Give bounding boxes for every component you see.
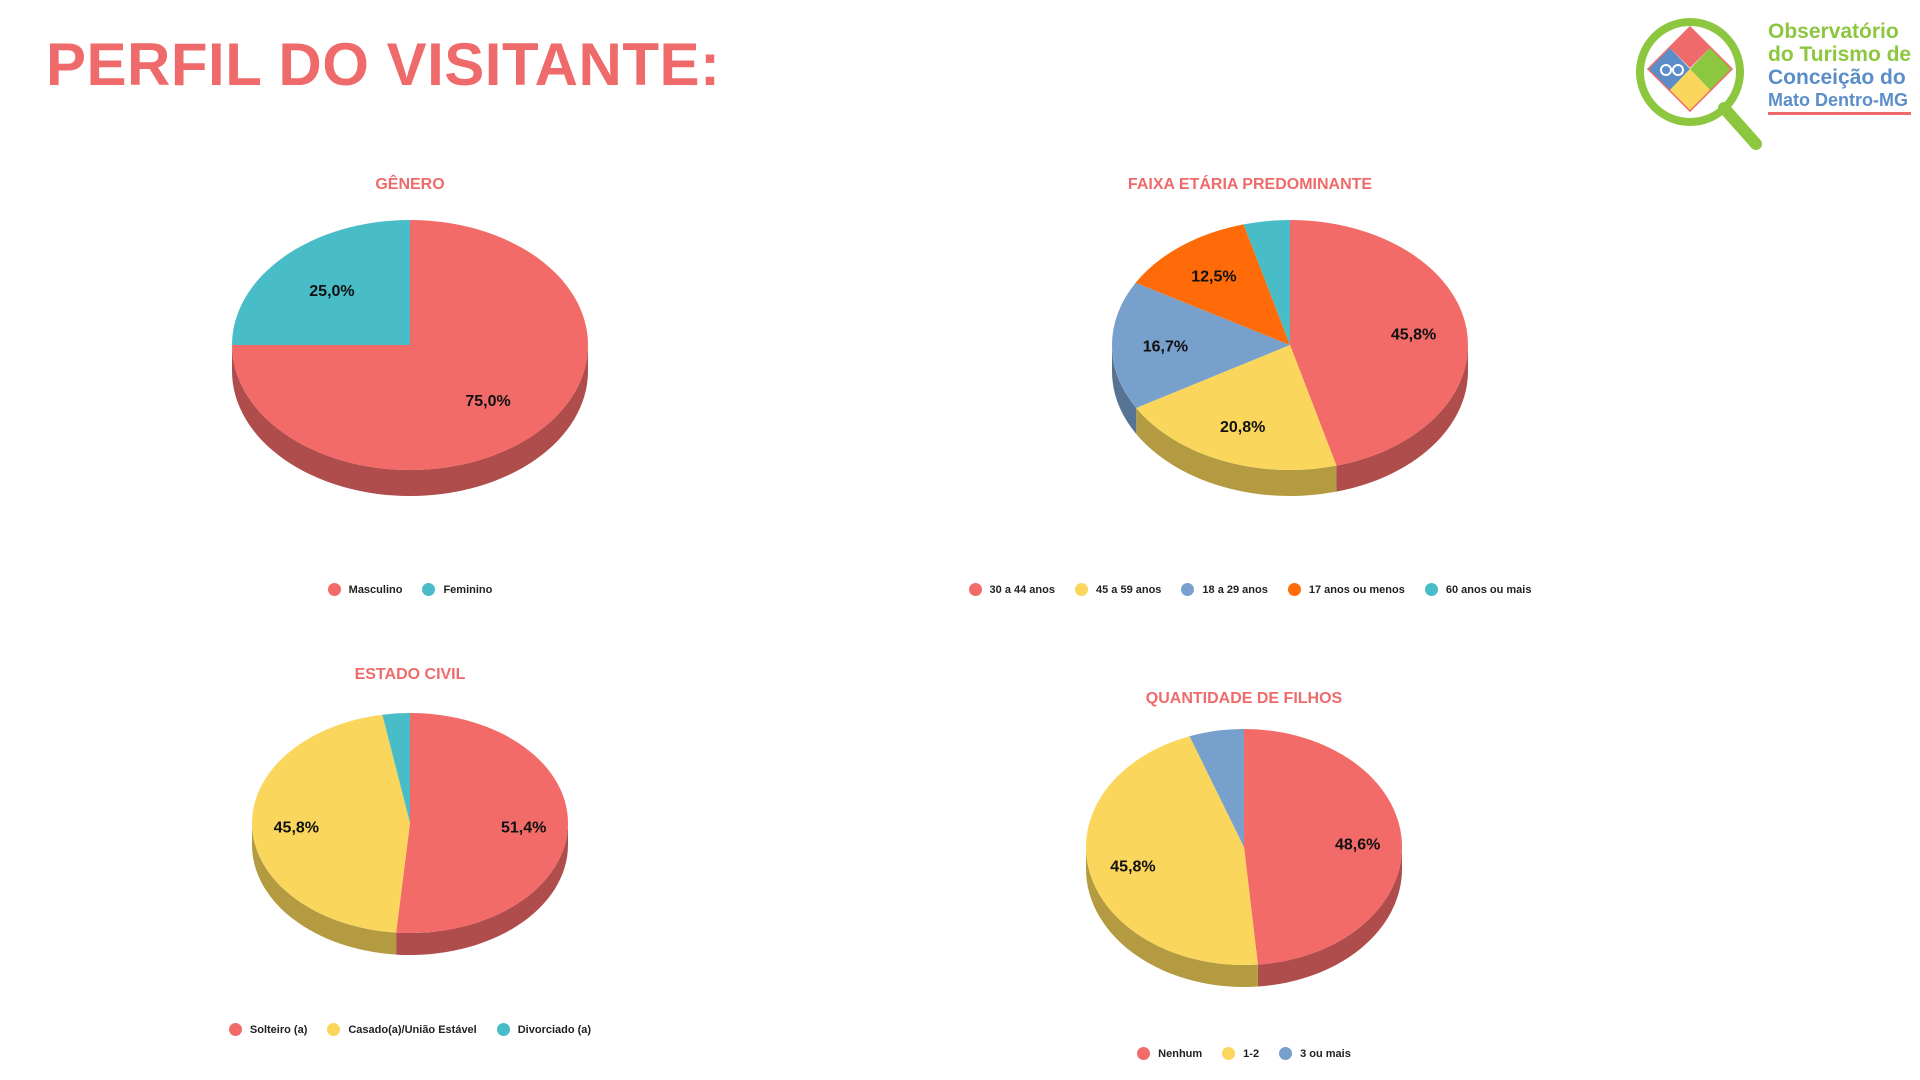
pie-slice-Nenhum [1244, 729, 1402, 965]
pie-slice-Casado(a)/União Estável [252, 714, 410, 933]
legend-item: 45 a 59 anos [1074, 583, 1162, 596]
legend-item: Solteiro (a) [228, 1023, 308, 1036]
legend-item: 30 a 44 anos [968, 583, 1055, 596]
chart-title: ESTADO CIVIL [354, 666, 466, 683]
legend-swatch [327, 1023, 341, 1036]
logo-line-1: Observatório [1768, 20, 1899, 43]
legend-item: 17 anos ou menos [1287, 583, 1405, 596]
pie-chart: 51,4% 45,8% [252, 713, 569, 955]
data-label: 45,8% [1110, 859, 1155, 876]
logo-line-3: Conceição do [1768, 66, 1906, 89]
legend-swatch [1137, 1047, 1151, 1060]
pie-slice-1-2 [1086, 736, 1258, 965]
pie-chart: 75,0% 25,0% [232, 220, 588, 496]
legend-swatch [1074, 583, 1088, 596]
legend-label: Solteiro (a) [249, 1023, 308, 1036]
pie-depth-30 a 44 anos [1336, 345, 1468, 492]
data-label: 48,6% [1335, 836, 1380, 853]
legend-swatch [1181, 583, 1195, 596]
chart-legend: 30 a 44 anos 45 a 59 anos 18 a 29 anos 17 a… [950, 583, 1550, 596]
legend-swatch [968, 583, 982, 596]
legend-item: 18 a 29 anos [1181, 583, 1268, 596]
legend-swatch [496, 1023, 510, 1036]
legend-label: 18 a 29 anos [1202, 583, 1268, 596]
legend-item: 1-2 [1222, 1047, 1259, 1060]
legend-swatch [1424, 583, 1438, 596]
legend-item: Divorciado (a) [496, 1023, 592, 1036]
legend-item: 3 ou mais [1279, 1047, 1351, 1060]
legend-label: Nenhum [1158, 1047, 1203, 1060]
legend-swatch [1222, 1047, 1236, 1060]
chart-title: GÊNERO [375, 176, 445, 193]
legend-label: 17 anos ou menos [1308, 583, 1405, 596]
chart-title: FAIXA ETÁRIA PREDOMINANTE [1127, 176, 1373, 193]
logo-line-4: Mato Dentro-MG [1768, 89, 1912, 115]
pie-slice-30 a 44 anos [1290, 220, 1468, 466]
legend-item: Feminino [422, 583, 492, 596]
chart-genero: GÊNERO 75,0% 25,0% Masculino Feminino [120, 170, 700, 610]
pie-slice-17 anos ou menos [1135, 224, 1290, 345]
chart-filhos: QUANTIDADE DE FILHOS 48,6% 45,8% Nenhum 1-… [954, 684, 1534, 1080]
legend-label: 30 a 44 anos [989, 583, 1055, 596]
chart-legend: Solteiro (a) Casado(a)/União Estável Divor… [120, 1023, 700, 1036]
legend-label: 3 ou mais [1300, 1047, 1351, 1060]
pie-slice-Divorciado (a) [382, 713, 410, 823]
data-label: 12,5% [1191, 269, 1236, 286]
legend-label: Divorciado (a) [517, 1023, 592, 1036]
legend-item: Masculino [327, 583, 403, 596]
legend-item: Nenhum [1137, 1047, 1202, 1060]
legend-swatch [422, 583, 436, 596]
data-label: 45,8% [274, 819, 319, 836]
pie-slice-3 ou mais [1189, 729, 1244, 847]
chart-title: QUANTIDADE DE FILHOS [1145, 690, 1343, 707]
pie-slice-18 a 29 anos [1112, 282, 1290, 408]
data-label: 51,4% [501, 819, 546, 836]
pie-depth-Solteiro (a) [396, 823, 568, 955]
pie-slice-60 anos ou mais [1243, 220, 1290, 345]
legend-swatch [327, 583, 341, 596]
pie-depth-Nenhum [1257, 847, 1402, 987]
observatorio-logo: Observatório do Turismo de Conceição do … [1628, 14, 1918, 154]
chart-faixa-etaria: FAIXA ETÁRIA PREDOMINANTE 45,8% 20,8% 16,7… [960, 170, 1620, 610]
pie-depth [1086, 847, 1402, 987]
legend-label: 1-2 [1243, 1047, 1260, 1060]
pie-depth [232, 345, 588, 496]
legend-swatch [1279, 1047, 1293, 1060]
legend-label: 60 anos ou mais [1445, 583, 1532, 596]
pie-depth-Casado(a)/União Estável [252, 823, 397, 955]
page-title: PERFIL DO VISITANTE: [46, 31, 721, 98]
legend-label: 45 a 59 anos [1095, 583, 1162, 596]
legend-swatch [228, 1023, 242, 1036]
data-label: 25,0% [309, 283, 354, 300]
logo-line-2: do Turismo de [1768, 43, 1912, 66]
pie-depth-Masculino [232, 345, 588, 496]
pie-depth [252, 823, 568, 955]
legend-label: Casado(a)/União Estável [348, 1023, 477, 1036]
pie-slice-Solteiro (a) [396, 713, 569, 933]
data-label: 20,8% [1220, 419, 1265, 436]
legend-swatch [1287, 583, 1301, 596]
pie-depth-45 a 59 anos [1136, 407, 1337, 496]
pie-depth-18 a 29 anos [1112, 345, 1137, 434]
pie-depth [1112, 345, 1468, 496]
data-label: 16,7% [1143, 338, 1188, 355]
legend-item: Casado(a)/União Estável [327, 1023, 477, 1036]
legend-label: Masculino [348, 583, 403, 596]
chart-legend: Masculino Feminino [120, 583, 700, 596]
data-label: 75,0% [465, 393, 510, 410]
pie-depth-1-2 [1086, 847, 1258, 987]
legend-item: 60 anos ou mais [1424, 583, 1532, 596]
pie-chart: 45,8% 20,8% 16,7% 12,5% [1112, 220, 1468, 496]
legend-label: Feminino [443, 583, 493, 596]
chart-legend: Nenhum 1-2 3 ou mais [954, 1047, 1534, 1060]
pie-chart: 48,6% 45,8% [1086, 729, 1402, 987]
chart-estado-civil: ESTADO CIVIL 51,4% 45,8% Solteiro (a) Casa… [120, 660, 700, 1080]
magnifier-logo-icon [1636, 18, 1762, 150]
pie-slice-45 a 59 anos [1136, 345, 1337, 470]
data-label: 45,8% [1391, 326, 1436, 343]
pie-slice-Feminino [232, 220, 410, 345]
